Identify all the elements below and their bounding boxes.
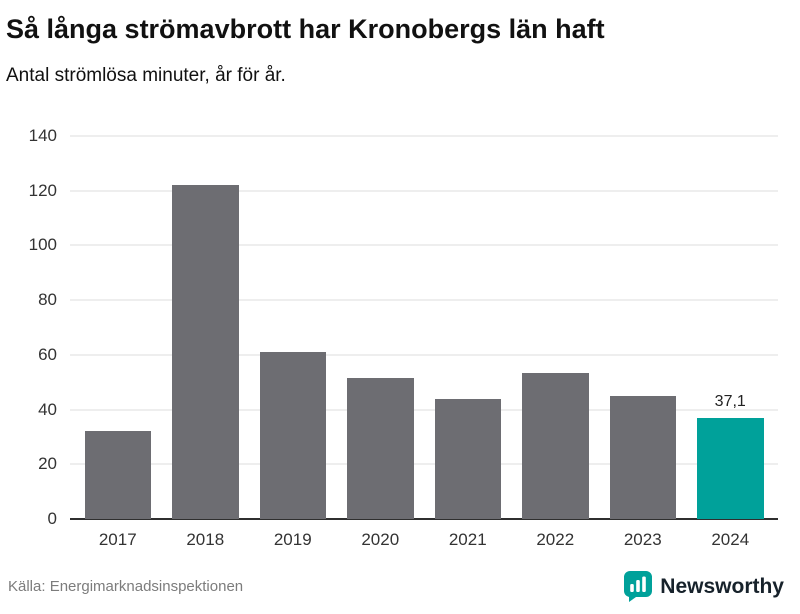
- x-tick-label: 2019: [273, 530, 312, 549]
- bar-2021: [434, 398, 501, 519]
- y-tick-label: 20: [38, 454, 57, 474]
- gridline: [70, 354, 778, 356]
- bar-slot: [512, 136, 600, 519]
- source-note: Källa: Energimarknadsinspektionen: [8, 578, 244, 595]
- x-tick-label: 2021: [448, 530, 487, 549]
- gridline: [70, 135, 778, 137]
- y-tick-label: 80: [38, 290, 57, 310]
- bar-chart: 37,1 0 20 40 60 80 100 120 140 2017 2018 2019 2020…: [29, 126, 778, 550]
- bar-value-label: 37,1: [714, 392, 746, 410]
- x-axis-labels: 2017 2018 2019 2020 2021 2022 2023 2024: [70, 530, 778, 550]
- gridline: [70, 244, 778, 246]
- x-tick-label: 2023: [623, 530, 662, 549]
- bar-2018: [172, 185, 239, 519]
- gridline: [70, 409, 778, 411]
- newsworthy-icon: [624, 571, 653, 602]
- newsworthy-logo: Newsworthy: [624, 571, 784, 602]
- bar-2023: [609, 395, 676, 519]
- chart-title: Så långa strömavbrott har Kronobergs län…: [6, 14, 605, 44]
- x-tick-label: 2022: [536, 530, 575, 549]
- gridline: [70, 190, 778, 192]
- chart-page: Så långa strömavbrott har Kronobergs län…: [0, 14, 800, 614]
- y-tick-label: 60: [38, 344, 57, 364]
- bar-2019: [259, 352, 326, 519]
- y-tick-label: 140: [28, 126, 57, 145]
- bar-slot: 37,1: [687, 136, 775, 519]
- x-tick-label: 2018: [186, 530, 225, 549]
- x-axis-line: [70, 518, 778, 520]
- bar-slot: [424, 136, 512, 519]
- newsworthy-wordmark: Newsworthy: [660, 574, 784, 598]
- bar-2020: [347, 378, 414, 519]
- chart-subtitle: Antal strömlösa minuter, år för år.: [6, 65, 286, 87]
- bar-2024: [697, 417, 764, 519]
- bar-2017: [84, 431, 151, 519]
- plot-area: 37,1 0 20 40 60 80 100 120 140: [29, 126, 778, 528]
- bar-slot: [337, 136, 425, 519]
- y-tick-label: 100: [28, 235, 57, 255]
- gridline: [70, 463, 778, 465]
- y-tick-label: 0: [47, 509, 57, 528]
- bar-slot: [74, 136, 162, 519]
- bar-slot: [599, 136, 687, 519]
- y-tick-label: 40: [38, 399, 57, 419]
- footer: Källa: Energimarknadsinspektionen Newswo…: [8, 571, 784, 602]
- x-tick-label: 2017: [98, 530, 137, 549]
- y-tick-label: 120: [28, 180, 57, 200]
- bar-slot: [249, 136, 337, 519]
- bars-layer: 37,1: [70, 136, 778, 519]
- gridline: [70, 299, 778, 301]
- x-tick-label: 2024: [711, 530, 750, 549]
- x-tick-label: 2020: [361, 530, 400, 549]
- bar-slot: [162, 136, 250, 519]
- bar-2022: [522, 372, 589, 519]
